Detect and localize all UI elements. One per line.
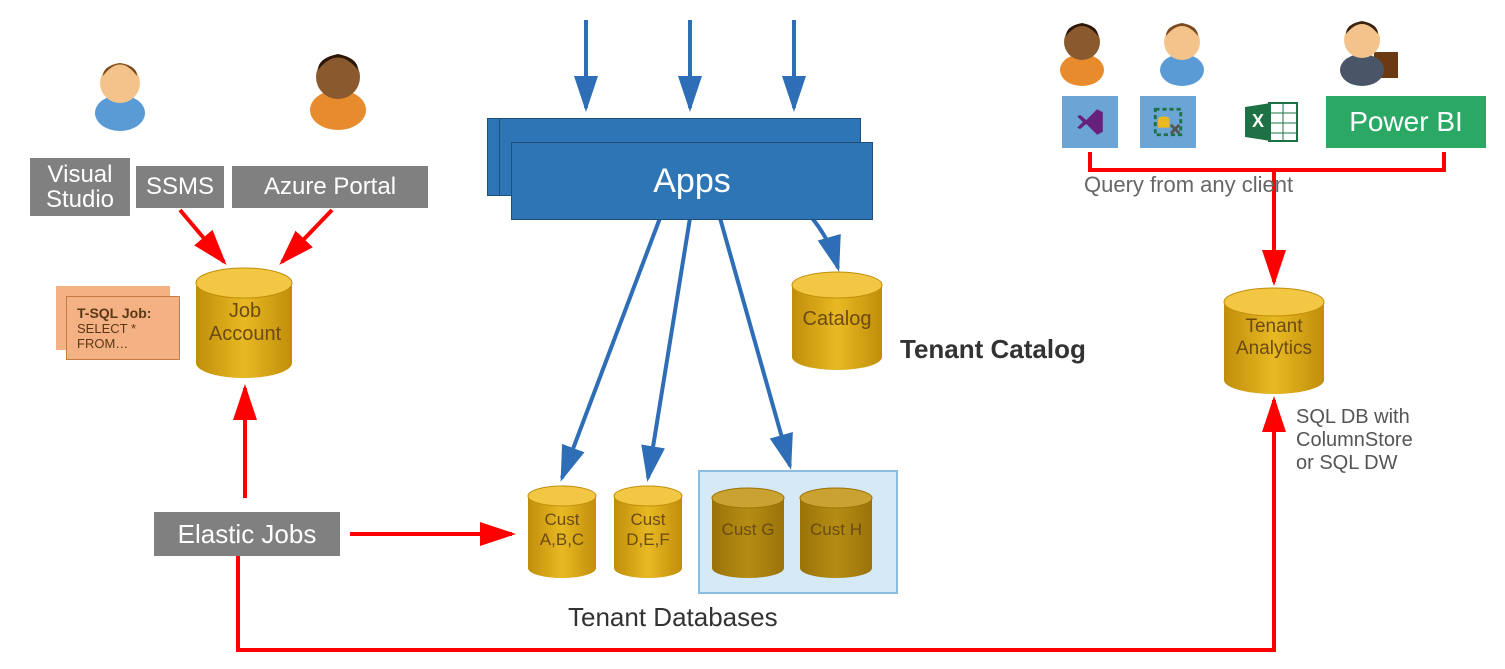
elastic-jobs-label: Elastic Jobs (178, 519, 317, 550)
visual-studio-box: Visual Studio (30, 158, 130, 216)
cust-h-label: Cust H (800, 520, 872, 540)
apps-stack: Apps (487, 118, 867, 218)
powerbi-label: Power BI (1349, 106, 1463, 138)
vs-tile-icon (1062, 96, 1118, 148)
excel-tile-icon: X (1238, 96, 1304, 148)
person-icon (1340, 21, 1398, 86)
note-title: T-SQL Job: (77, 305, 169, 321)
tenant-catalog-label: Tenant Catalog (900, 334, 1086, 365)
catalog-label: Catalog (796, 308, 878, 331)
ssdt-tile-icon (1140, 96, 1196, 148)
visual-studio-label: Visual Studio (46, 162, 114, 212)
azure-portal-box: Azure Portal (232, 166, 428, 208)
tsql-note: T-SQL Job: SELECT * FROM… (66, 296, 180, 360)
powerbi-tile: Power BI (1326, 96, 1486, 148)
query-client-label: Query from any client (1084, 172, 1293, 198)
cust-def-label: Cust D,E,F (614, 510, 682, 550)
apps-label: Apps (653, 162, 731, 201)
ssms-box: SSMS (136, 166, 224, 208)
note-body: SELECT * FROM… (77, 321, 169, 351)
tenant-databases-label: Tenant Databases (568, 602, 778, 633)
person-icon (1060, 23, 1104, 86)
person-icon (95, 63, 145, 131)
cust-abc-label: Cust A,B,C (528, 510, 596, 550)
person-icon (310, 54, 366, 130)
person-icon (1160, 23, 1204, 86)
svg-text:X: X (1252, 111, 1264, 131)
job-account-label: Job Account (200, 300, 290, 346)
tenant-analytics-note: SQL DB with ColumnStore or SQL DW (1296, 406, 1413, 475)
tenant-analytics-label: Tenant Analytics (1224, 316, 1324, 360)
elastic-jobs-box: Elastic Jobs (154, 512, 340, 556)
azure-portal-label: Azure Portal (264, 173, 396, 201)
cust-g-label: Cust G (712, 520, 784, 540)
ssms-label: SSMS (146, 173, 214, 201)
